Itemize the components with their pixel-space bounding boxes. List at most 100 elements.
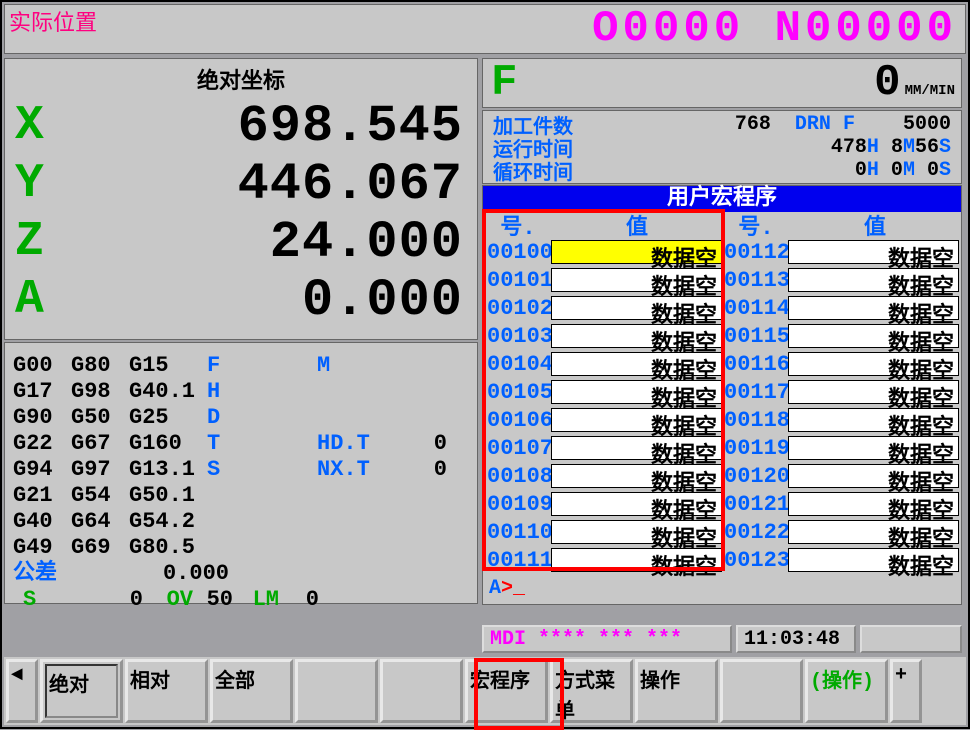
gcode-row: G00 G80 G15 F M [13,353,469,379]
softkey-left-arrow[interactable]: ◄ [6,659,38,723]
softkey-macro[interactable]: 宏程序 [465,659,548,723]
macro-cell[interactable]: 数据空 [788,324,959,348]
softkey-mode-menu[interactable]: 方式菜单 [550,659,633,723]
macro-cell[interactable]: 数据空 [788,380,959,404]
macro-row[interactable]: 00100数据空 [485,238,722,266]
softkey-relative[interactable]: 相对 [125,659,208,723]
macro-cell[interactable]: 数据空 [551,408,722,432]
macro-row[interactable]: 00122数据空 [722,518,959,546]
macro-no: 00103 [485,324,551,349]
macro-row[interactable]: 00104数据空 [485,350,722,378]
macro-cell[interactable]: 数据空 [551,352,722,376]
macro-cell[interactable]: 数据空 [788,520,959,544]
gcode-val: 0 [387,457,447,483]
macro-row[interactable]: 00102数据空 [485,294,722,322]
macro-row[interactable]: 00114数据空 [722,294,959,322]
macro-no: 00120 [722,464,788,489]
softkey-operate2[interactable]: (操作) [805,659,888,723]
gcode: G90 [13,405,71,431]
macro-row[interactable]: 00120数据空 [722,462,959,490]
axis-val-Z: 24.000 [59,213,473,272]
sk1-label: 绝对 [49,675,89,698]
macro-row[interactable]: 00103数据空 [485,322,722,350]
gcode-blank [237,483,317,509]
gcode-sym: D [207,405,237,431]
softkey-absolute[interactable]: 绝对 [40,659,123,723]
gcode-val [387,379,447,405]
time-text: 11:03:48 [744,628,840,651]
gcode-val [387,353,447,379]
macro-cell[interactable]: 数据空 [551,324,722,348]
macro-cell[interactable]: 数据空 [788,548,959,572]
macro-cell[interactable]: 数据空 [551,436,722,460]
gcode-row: G22 G67 G160 T HD.T 0 [13,431,469,457]
macro-col-val-1: 值 [553,209,721,241]
s-label: S [13,587,43,613]
softkey-operate[interactable]: 操作 [635,659,718,723]
status-row: MDI **** *** *** 11:03:48 [482,625,962,653]
macro-cell[interactable]: 数据空 [551,296,722,320]
gcode-row: G90 G50 G25 D [13,405,469,431]
macro-row[interactable]: 00115数据空 [722,322,959,350]
gcode: G98 [71,379,129,405]
macro-row[interactable]: 00108数据空 [485,462,722,490]
gcode-blank [237,509,317,535]
axis-label-X: X [9,99,59,153]
macro-cell[interactable]: 数据空 [551,520,722,544]
gcode-label [317,379,387,405]
macro-cell[interactable]: 数据空 [551,548,722,572]
gcode: G50 [71,405,129,431]
macro-no: 00118 [722,408,788,433]
macro-row[interactable]: 00109数据空 [485,490,722,518]
macro-cell[interactable]: 数据空 [551,380,722,404]
macro-row[interactable]: 00107数据空 [485,434,722,462]
macro-cell[interactable]: 数据空 [788,464,959,488]
axis-label-A: A [9,273,59,327]
macro-row[interactable]: 00112数据空 [722,238,959,266]
macro-no: 00107 [485,436,551,461]
softkey-9[interactable] [720,659,803,723]
macro-cell[interactable]: 数据空 [788,296,959,320]
gcode-val [387,535,447,561]
sk7-label: 方式菜单 [555,664,628,724]
macro-cell[interactable]: 数据空 [788,408,959,432]
macro-no: 00109 [485,492,551,517]
gcode-label: M [317,353,387,379]
macro-cell[interactable]: 数据空 [788,268,959,292]
macro-row[interactable]: 00116数据空 [722,350,959,378]
macro-row[interactable]: 00117数据空 [722,378,959,406]
macro-row[interactable]: 00105数据空 [485,378,722,406]
macro-row[interactable]: 00118数据空 [722,406,959,434]
macro-cell[interactable]: 数据空 [551,492,722,516]
feed-value: 0 [874,58,904,108]
macro-cell[interactable]: 数据空 [788,240,959,264]
macro-row[interactable]: 00110数据空 [485,518,722,546]
macro-no: 00105 [485,380,551,405]
gcode-label: NX.T [317,457,387,483]
gcode: G64 [71,509,129,535]
macro-row[interactable]: 00101数据空 [485,266,722,294]
macro-cell[interactable]: 数据空 [551,268,722,292]
macro-cell[interactable]: 数据空 [551,464,722,488]
softkey-all[interactable]: 全部 [210,659,293,723]
macro-row[interactable]: 00106数据空 [485,406,722,434]
macro-row[interactable]: 00113数据空 [722,266,959,294]
gcode: G25 [129,405,207,431]
gcode: G15 [129,353,207,379]
softkey-5[interactable] [380,659,463,723]
macro-cell[interactable]: 数据空 [788,352,959,376]
info-panel: 加工件数 768 DRN F 5000 运行时间 478H 8M56S 循环时间… [482,110,962,184]
gcode-val [387,509,447,535]
macro-cell[interactable]: 数据空 [788,492,959,516]
macro-cell[interactable]: 数据空 [551,240,722,264]
macro-row[interactable]: 00111数据空 [485,546,722,574]
macro-row[interactable]: 00119数据空 [722,434,959,462]
macro-row[interactable]: 00123数据空 [722,546,959,574]
softkey-bar: ◄ 绝对 相对 全部 宏程序 方式菜单 操作 (操作) + [4,657,966,725]
softkey-right-plus[interactable]: + [890,659,922,723]
mode-text: MDI [490,628,526,651]
softkey-4[interactable] [295,659,378,723]
macro-cell[interactable]: 数据空 [788,436,959,460]
gcode: G54.2 [129,509,207,535]
macro-row[interactable]: 00121数据空 [722,490,959,518]
